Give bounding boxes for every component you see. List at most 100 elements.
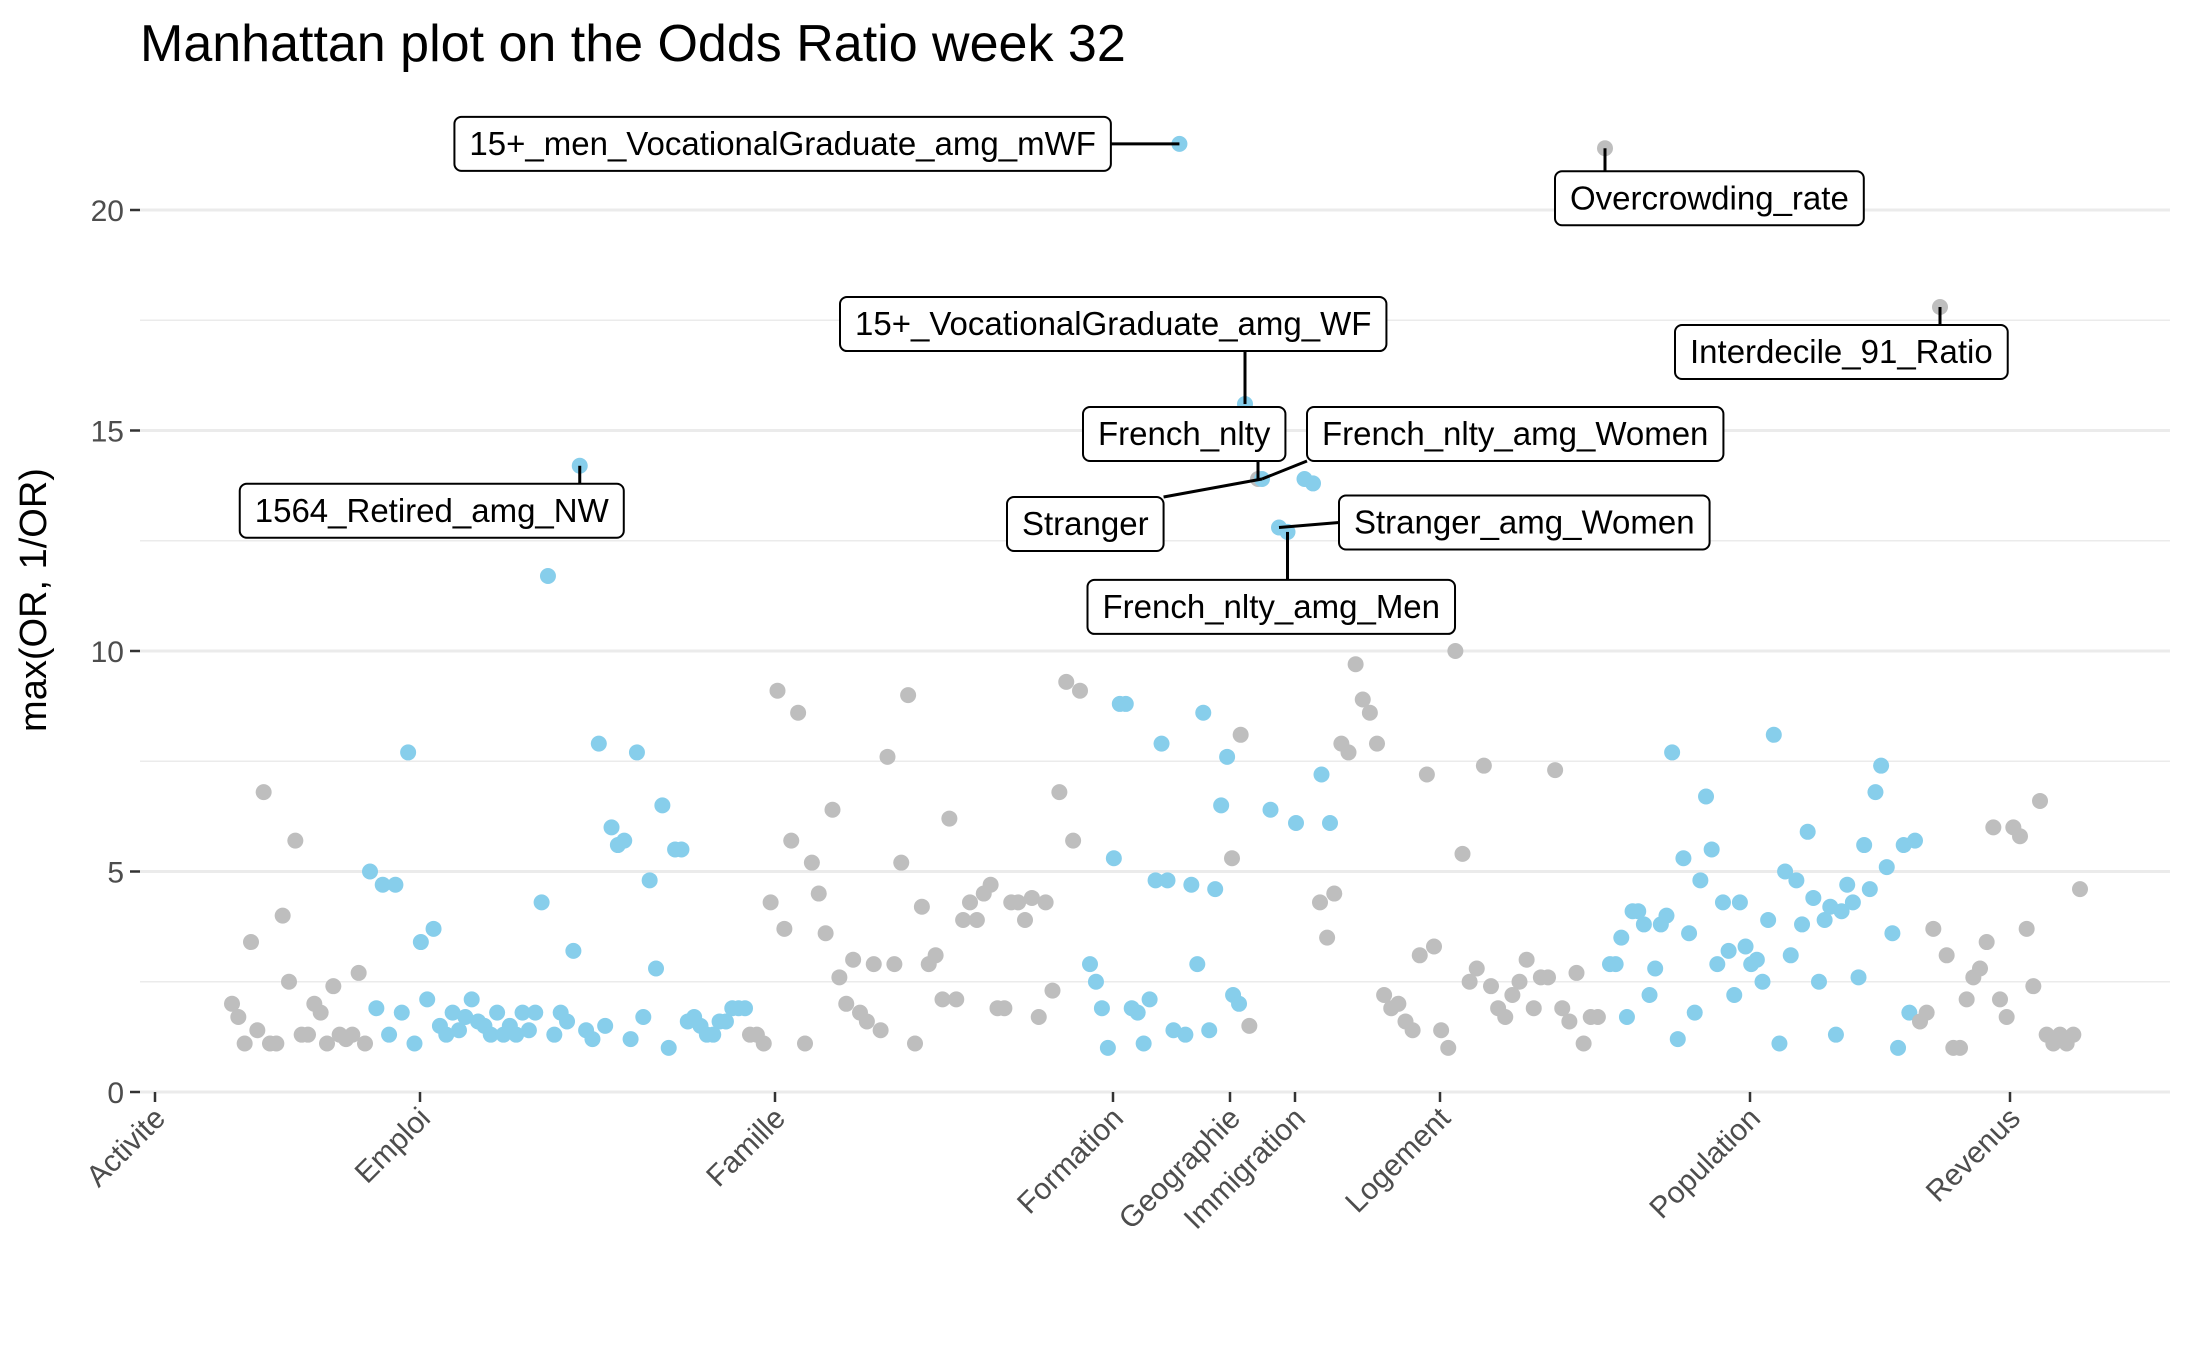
data-point — [717, 1013, 734, 1030]
data-point — [705, 1026, 722, 1043]
data-point — [1319, 929, 1336, 946]
data-point — [1827, 1026, 1844, 1043]
data-point — [546, 1026, 563, 1043]
y-axis-title: max(OR, 1/OR) — [13, 468, 55, 732]
data-point — [1861, 881, 1878, 898]
data-point — [1669, 1031, 1686, 1048]
annotation-box — [238, 482, 625, 539]
data-point — [565, 942, 582, 959]
data-point — [1207, 881, 1224, 898]
data-point — [514, 1004, 531, 1021]
data-point — [737, 1000, 753, 1017]
data-point — [1262, 801, 1279, 818]
data-point — [1748, 951, 1765, 968]
data-point — [1561, 1013, 1578, 1030]
data-point — [1675, 850, 1692, 867]
data-point — [1195, 704, 1212, 721]
data-point — [858, 1013, 875, 1030]
annotation-box — [1086, 578, 1457, 635]
data-point — [1454, 845, 1471, 862]
data-point — [1907, 832, 1923, 849]
data-point — [1568, 964, 1585, 981]
annotation-box — [1306, 406, 1725, 463]
data-point — [1525, 1000, 1542, 1017]
data-point — [1058, 673, 1075, 690]
data-point — [325, 978, 342, 995]
data-point — [1426, 938, 1442, 955]
data-point — [1105, 850, 1122, 867]
data-point — [1850, 969, 1867, 986]
data-point — [1754, 973, 1771, 990]
data-point — [1554, 1000, 1571, 1017]
data-point — [1547, 762, 1564, 779]
data-point — [1635, 916, 1652, 933]
data-point — [1461, 973, 1478, 990]
data-point — [810, 885, 827, 902]
data-point — [1504, 986, 1521, 1003]
data-point — [533, 894, 550, 911]
data-point — [1765, 726, 1782, 743]
data-point — [1782, 947, 1799, 964]
data-point — [393, 1004, 410, 1021]
data-point — [1992, 991, 2008, 1008]
data-point — [1354, 691, 1371, 708]
data-point — [2072, 881, 2088, 898]
x-tick-label: Activite — [80, 1102, 172, 1194]
data-point — [831, 969, 848, 986]
annotation-text: Overcrowding_rate — [1570, 179, 1849, 216]
data-point — [673, 841, 690, 858]
data-point — [1630, 903, 1647, 920]
data-point — [1518, 951, 1535, 968]
data-point — [1312, 894, 1328, 911]
data-point — [1051, 784, 1068, 801]
x-tick-label: Emploi — [349, 1102, 437, 1190]
data-point — [1810, 973, 1827, 990]
data-point — [654, 797, 671, 814]
data-point — [1709, 956, 1726, 973]
data-point — [1799, 823, 1816, 840]
data-point — [982, 876, 999, 893]
data-point — [350, 964, 367, 981]
data-point — [1093, 1000, 1110, 1017]
data-point — [1117, 695, 1134, 712]
data-point — [482, 1026, 499, 1043]
data-point — [622, 1031, 639, 1048]
data-point — [1072, 682, 1088, 699]
data-point — [1890, 1039, 1907, 1056]
data-point — [1737, 938, 1754, 955]
data-point — [1404, 1022, 1421, 1039]
annotation-label: 1564_Retired_amg_NW — [238, 465, 625, 539]
data-point — [344, 1026, 361, 1043]
y-tick-label: 15 — [91, 416, 124, 449]
annotation-label: 15+_men_VocationalGraduate_amg_mWF — [453, 115, 1180, 172]
data-point — [1658, 907, 1675, 924]
data-point — [1998, 1009, 2015, 1026]
data-point — [400, 744, 417, 761]
data-point — [1433, 1022, 1450, 1039]
data-point — [274, 907, 291, 924]
data-point — [962, 894, 978, 911]
data-point — [362, 863, 378, 880]
data-point — [590, 735, 607, 752]
data-point — [941, 810, 958, 827]
data-point — [797, 1035, 813, 1052]
data-point — [776, 920, 793, 937]
annotation-box — [1554, 170, 1865, 227]
data-point — [1867, 784, 1884, 801]
data-point — [865, 956, 882, 973]
data-point — [387, 876, 404, 893]
data-point — [1087, 973, 1104, 990]
data-point — [900, 687, 917, 704]
data-point — [1347, 656, 1364, 673]
data-point — [381, 1026, 398, 1043]
data-point — [1411, 947, 1428, 964]
annotation-label: Overcrowding_rate — [1554, 148, 1865, 227]
data-point — [1726, 986, 1743, 1003]
y-tick-label: 5 — [107, 857, 124, 890]
data-point — [1135, 1035, 1152, 1052]
data-point — [1958, 991, 1975, 1008]
data-point — [463, 991, 480, 1008]
data-point — [1873, 757, 1890, 774]
